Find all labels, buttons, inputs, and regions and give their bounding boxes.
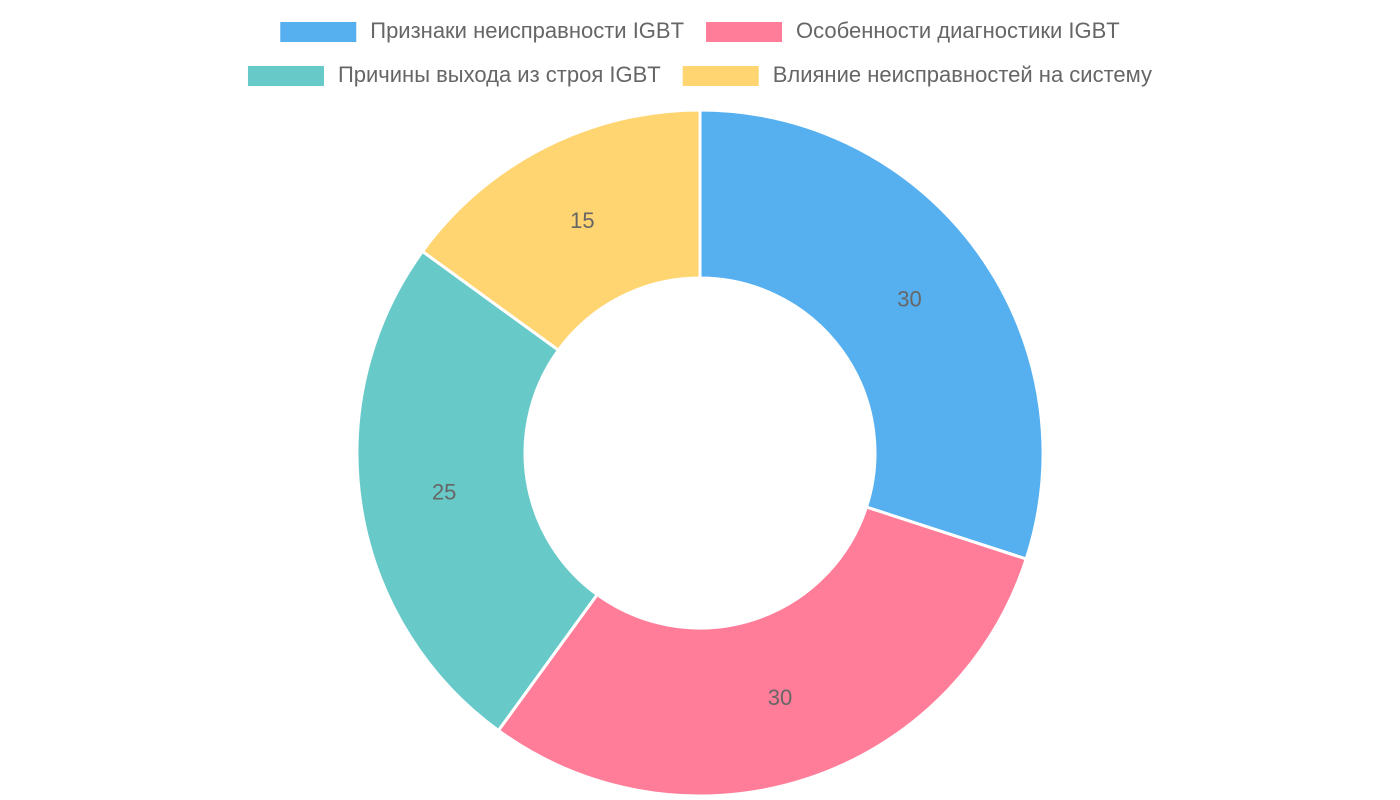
legend-swatch bbox=[682, 66, 759, 86]
legend-label: Признаки неисправности IGBT bbox=[370, 18, 684, 43]
slice bbox=[496, 505, 1029, 798]
data-label: 15 bbox=[570, 208, 594, 233]
slice bbox=[698, 108, 1045, 561]
data-label: 25 bbox=[432, 479, 456, 504]
legend-label: Особенности диагностики IGBT bbox=[796, 18, 1120, 43]
legend-label: Влияние неисправностей на систему bbox=[773, 62, 1152, 87]
slice bbox=[355, 249, 600, 733]
legend-swatch bbox=[247, 66, 324, 86]
data-label: 30 bbox=[897, 287, 921, 312]
data-label: 30 bbox=[768, 685, 792, 710]
legend-swatch bbox=[280, 22, 357, 42]
slice bbox=[420, 108, 702, 353]
legend-label: Причины выхода из строя IGBT bbox=[338, 62, 661, 87]
legend-swatch bbox=[706, 22, 783, 42]
